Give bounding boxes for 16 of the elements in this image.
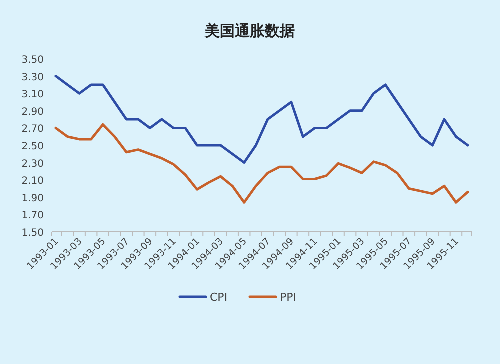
line-series	[54, 75, 470, 164]
y-tick-label: 3.50	[22, 55, 44, 66]
y-tick-label: 3.30	[22, 72, 44, 84]
y-tick-label: 2.50	[22, 142, 44, 152]
y-tick-label: 3.10	[22, 90, 44, 101]
y-tick-label: 1.50	[22, 228, 44, 239]
y-tick-label: 2.10	[22, 176, 44, 188]
y-tick-label: 1.70	[22, 210, 44, 222]
legend-label: CPI	[210, 291, 228, 304]
legend-label: PPI	[280, 291, 297, 304]
chart-title: 美国通胀数据	[204, 22, 295, 40]
y-tick-label: 2.70	[22, 124, 44, 136]
y-tick-label: 2.30	[22, 158, 44, 170]
y-tick-label: 2.90	[22, 106, 44, 118]
line-series	[54, 123, 470, 204]
y-tick-label: 1.90	[22, 193, 44, 204]
